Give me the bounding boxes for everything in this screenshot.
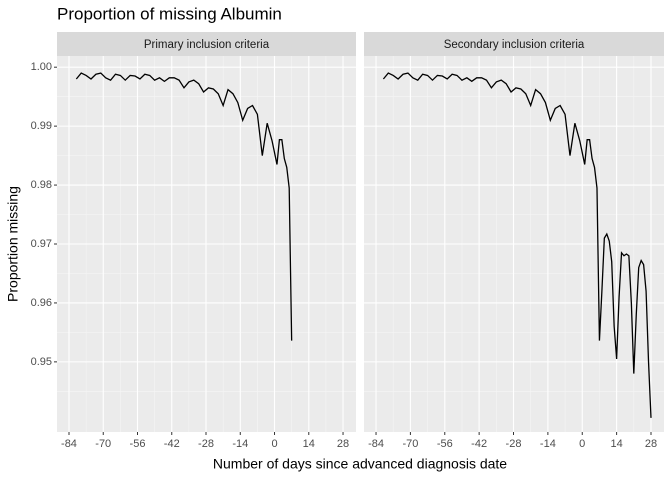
chart-title: Proportion of missing Albumin <box>57 4 282 23</box>
x-tick-label: 28 <box>645 438 657 450</box>
x-tick-label: -84 <box>61 438 77 450</box>
x-tick-label: -42 <box>164 438 180 450</box>
strip-label: Secondary inclusion criteria <box>444 39 585 51</box>
x-tick-label: -14 <box>540 438 556 450</box>
x-tick-label: -28 <box>506 438 522 450</box>
y-tick-label: 1.00 <box>31 61 52 73</box>
y-tick-label: 0.97 <box>31 238 52 250</box>
x-tick-label: 14 <box>610 438 622 450</box>
x-tick-label: -70 <box>402 438 418 450</box>
x-tick-label: -56 <box>437 438 453 450</box>
strip <box>364 32 664 56</box>
x-tick-label: -84 <box>368 438 384 450</box>
x-tick-label: -42 <box>471 438 487 450</box>
x-tick-label: 28 <box>337 438 349 450</box>
x-tick-label: 14 <box>303 438 315 450</box>
y-axis-label: Proportion missing <box>5 186 21 302</box>
y-tick-label: 0.95 <box>31 356 52 368</box>
strip <box>57 32 356 56</box>
line <box>75 72 293 341</box>
y-tick-label: 0.96 <box>31 297 52 309</box>
x-tick-label: -56 <box>130 438 146 450</box>
line <box>382 72 652 418</box>
strip-label: Primary inclusion criteria <box>144 39 270 51</box>
y-tick-label: 0.99 <box>31 120 52 132</box>
x-axis-label: Number of days since advanced diagnosis … <box>213 456 507 472</box>
x-tick-label: 0 <box>579 438 585 450</box>
y-tick-label: 0.98 <box>31 179 52 191</box>
x-tick-label: -14 <box>232 438 248 450</box>
x-tick-label: -28 <box>198 438 214 450</box>
x-tick-label: -70 <box>95 438 111 450</box>
x-tick-label: 0 <box>271 438 277 450</box>
